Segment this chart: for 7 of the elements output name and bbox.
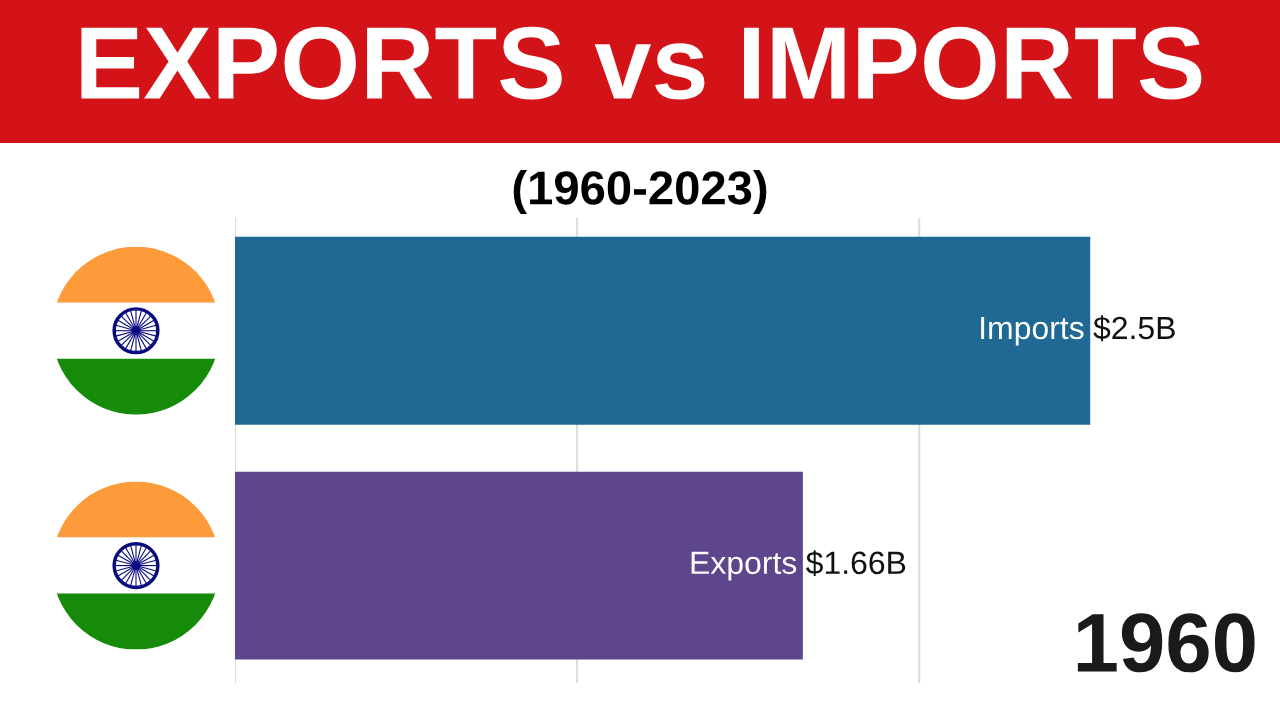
annotation: 1960: [1077, 613, 1255, 673]
chart-title: EXPORTS vs IMPORTS: [81, 26, 1202, 100]
chart-subtitle: (1960-2023): [513, 169, 767, 215]
data-label: $2.5B: [1093, 315, 1175, 342]
y-tick-label: Exports: [691, 551, 797, 581]
y-tick-label: Imports: [981, 317, 1084, 346]
data-label: $1.66B: [806, 550, 906, 577]
